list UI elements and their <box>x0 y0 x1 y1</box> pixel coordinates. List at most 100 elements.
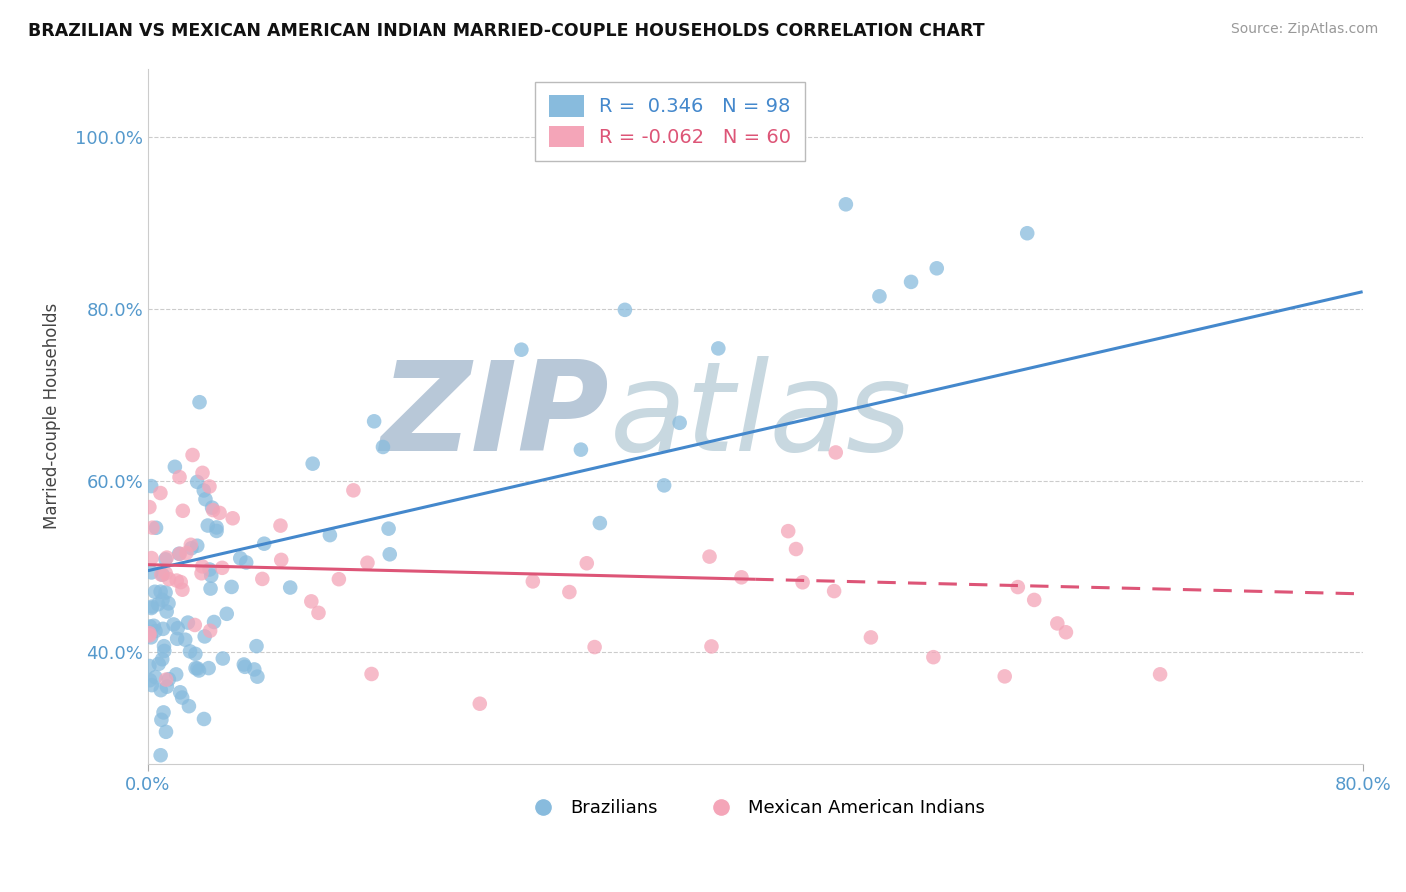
Point <box>156 605 179 619</box>
Point <box>157 596 180 610</box>
Point <box>143 584 166 599</box>
Point <box>319 528 342 542</box>
Point <box>1046 616 1069 631</box>
Point <box>699 549 721 564</box>
Point <box>172 504 194 518</box>
Point <box>169 470 191 484</box>
Point <box>252 572 274 586</box>
Point <box>179 644 201 658</box>
Point <box>299 594 322 608</box>
Point <box>184 647 207 661</box>
Point <box>186 661 208 675</box>
Point <box>233 660 256 674</box>
Point <box>360 667 382 681</box>
Point <box>235 556 257 570</box>
Point <box>270 553 292 567</box>
Point <box>377 522 399 536</box>
Point <box>153 644 176 658</box>
Point <box>205 520 228 534</box>
Point <box>148 657 170 671</box>
Point <box>149 748 172 763</box>
Point <box>181 448 204 462</box>
Point <box>510 343 533 357</box>
Point <box>167 547 190 561</box>
Point <box>925 261 948 276</box>
Point <box>150 652 173 666</box>
Point <box>194 629 217 643</box>
Point <box>180 541 202 556</box>
Point <box>205 524 228 538</box>
Point <box>191 559 214 574</box>
Point <box>155 724 177 739</box>
Point <box>792 575 814 590</box>
Point <box>1017 226 1039 240</box>
Point <box>180 538 202 552</box>
Point <box>141 599 163 614</box>
Point <box>668 416 690 430</box>
Point <box>150 567 173 582</box>
Point <box>197 661 219 675</box>
Point <box>141 551 163 566</box>
Legend: Brazilians, Mexican American Indians: Brazilians, Mexican American Indians <box>519 792 993 824</box>
Text: BRAZILIAN VS MEXICAN AMERICAN INDIAN MARRIED-COUPLE HOUSEHOLDS CORRELATION CHART: BRAZILIAN VS MEXICAN AMERICAN INDIAN MAR… <box>28 22 984 40</box>
Point <box>149 486 172 500</box>
Point <box>139 631 162 645</box>
Point <box>177 615 200 630</box>
Text: ZIP: ZIP <box>381 356 609 476</box>
Point <box>269 518 291 533</box>
Point <box>139 673 162 688</box>
Point <box>778 524 800 538</box>
Point <box>172 582 194 597</box>
Point <box>156 680 179 694</box>
Point <box>198 562 221 576</box>
Point <box>149 683 172 698</box>
Point <box>342 483 364 498</box>
Point <box>193 712 215 726</box>
Point <box>138 628 160 642</box>
Point <box>155 566 177 581</box>
Text: Source: ZipAtlas.com: Source: ZipAtlas.com <box>1230 22 1378 37</box>
Point <box>363 414 385 428</box>
Point <box>141 521 163 535</box>
Point <box>900 275 922 289</box>
Point <box>243 662 266 676</box>
Point <box>245 639 267 653</box>
Point <box>232 657 254 672</box>
Point <box>186 475 208 489</box>
Point <box>211 651 233 665</box>
Point <box>141 601 163 615</box>
Point <box>652 478 675 492</box>
Point <box>378 547 401 561</box>
Point <box>589 516 612 530</box>
Point <box>172 690 194 705</box>
Point <box>308 606 330 620</box>
Point <box>139 619 162 633</box>
Point <box>184 661 207 675</box>
Point <box>190 566 212 581</box>
Point <box>198 624 221 638</box>
Point <box>149 584 172 599</box>
Point <box>221 580 243 594</box>
Point <box>301 457 323 471</box>
Point <box>141 678 163 692</box>
Y-axis label: Married-couple Households: Married-couple Households <box>44 303 60 529</box>
Point <box>166 574 188 588</box>
Point <box>613 302 636 317</box>
Point <box>146 597 169 611</box>
Point <box>157 672 180 686</box>
Point <box>824 445 846 459</box>
Point <box>356 556 378 570</box>
Point <box>202 503 225 517</box>
Point <box>138 659 160 673</box>
Point <box>163 459 186 474</box>
Point <box>558 585 581 599</box>
Point <box>169 547 191 561</box>
Point <box>174 632 197 647</box>
Point <box>730 570 752 584</box>
Point <box>468 697 491 711</box>
Point <box>193 483 215 498</box>
Point <box>707 342 730 356</box>
Point <box>141 479 163 493</box>
Point <box>200 568 222 582</box>
Point <box>170 575 193 590</box>
